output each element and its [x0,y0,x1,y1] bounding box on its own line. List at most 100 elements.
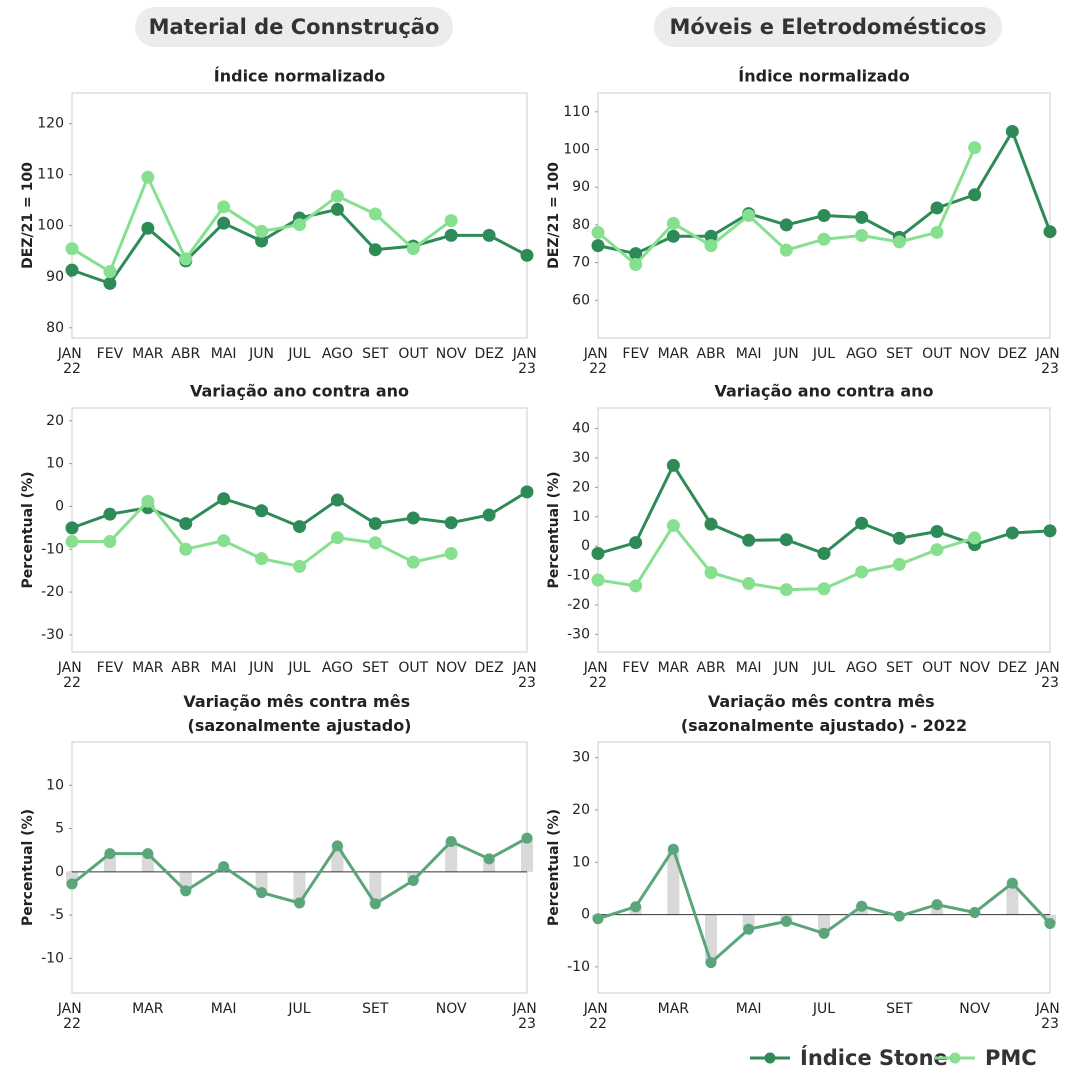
y-tick-label: 30 [572,750,590,766]
y-tick-label: -10 [41,950,64,966]
point [142,848,154,860]
point [1043,524,1057,538]
point [179,252,193,266]
point [892,235,906,249]
legend-label: Índice Stone [800,1045,948,1070]
point [855,210,869,224]
point [1005,124,1019,138]
x-tick-label: MAR [658,1001,690,1017]
plot-frame [597,407,1051,653]
x-tick-label: ABR [171,660,200,676]
point [969,906,981,918]
point [742,577,756,591]
y-axis-label: Percentual (%) [546,809,562,926]
y-tick-label: -10 [567,959,590,975]
point [368,517,382,531]
point [520,485,534,499]
point [666,458,680,472]
x-tick-label: JAN 22 [583,660,612,691]
x-tick-label: SET [886,660,913,676]
x-tick-label: NOV [959,660,990,676]
point [930,201,944,215]
x-tick-label: OUT [398,660,428,676]
point [330,493,344,507]
bar [1006,883,1019,915]
x-tick-label: ABR [697,660,726,676]
legend-label: PMC [985,1046,1037,1070]
point [330,189,344,203]
point [255,224,269,238]
point [217,216,231,230]
chart-title: Variação ano contra ano [190,382,409,401]
point [1044,917,1056,929]
x-tick-label: JAN 22 [57,1001,86,1032]
x-tick-label: JUN [773,346,799,362]
point [444,547,458,561]
plot-frame [597,92,1051,339]
point [930,543,944,557]
point [217,200,231,214]
x-tick-label: SET [886,346,913,362]
point [742,209,756,222]
x-tick-label: SET [886,1001,913,1017]
point [817,232,831,246]
plot-frame [71,92,528,339]
point [667,843,679,855]
point [65,263,79,277]
point [103,265,117,279]
y-tick-label: -5 [50,907,64,923]
point [180,885,192,897]
point [630,901,642,913]
x-tick-label: OUT [398,346,428,362]
point [779,243,793,257]
x-tick-label: JAN 22 [57,346,86,377]
point [591,547,605,561]
point [369,898,381,910]
point [65,242,79,256]
point [931,899,943,911]
x-tick-label: JUL [287,1001,310,1017]
point [406,242,420,256]
point [217,492,231,506]
x-tick-label: FEV [622,346,649,362]
y-axis-label: DEZ/21 = 100 [20,162,36,269]
point [255,504,269,518]
y-tick-label: 20 [572,479,590,495]
bar [705,914,717,963]
point [818,927,830,939]
bar [521,838,533,872]
x-tick-label: DEZ [474,660,503,676]
point [629,258,643,271]
point [255,234,269,248]
point [892,557,906,571]
x-tick-label: MAI [736,660,762,676]
legend-dot [949,1052,961,1064]
point [521,832,533,844]
y-tick-label: 5 [55,821,64,837]
point [444,516,458,530]
point [65,521,79,535]
x-tick-label: MAR [658,660,690,676]
x-tick-label: JUL [287,660,310,676]
y-tick-label: 10 [572,854,590,870]
y-tick-label: 70 [572,255,590,271]
point [591,239,605,253]
point [817,547,831,561]
point [968,188,982,202]
point [743,923,755,935]
point [103,507,117,521]
point [855,228,869,242]
chart-title: Variação mês contra mês (sazonalmente aj… [681,692,967,735]
chart-title: Índice normalizado [738,67,909,86]
x-tick-label: MAI [736,346,762,362]
chart-title: Variação ano contra ano [714,382,933,401]
y-tick-label: 80 [572,217,590,233]
x-tick-label: MAR [132,1001,164,1017]
point [445,836,457,848]
point [330,531,344,545]
point [666,229,680,243]
x-tick-label: FEV [97,660,124,676]
y-tick-label: -10 [567,568,590,584]
point [256,887,268,899]
point [103,535,117,549]
